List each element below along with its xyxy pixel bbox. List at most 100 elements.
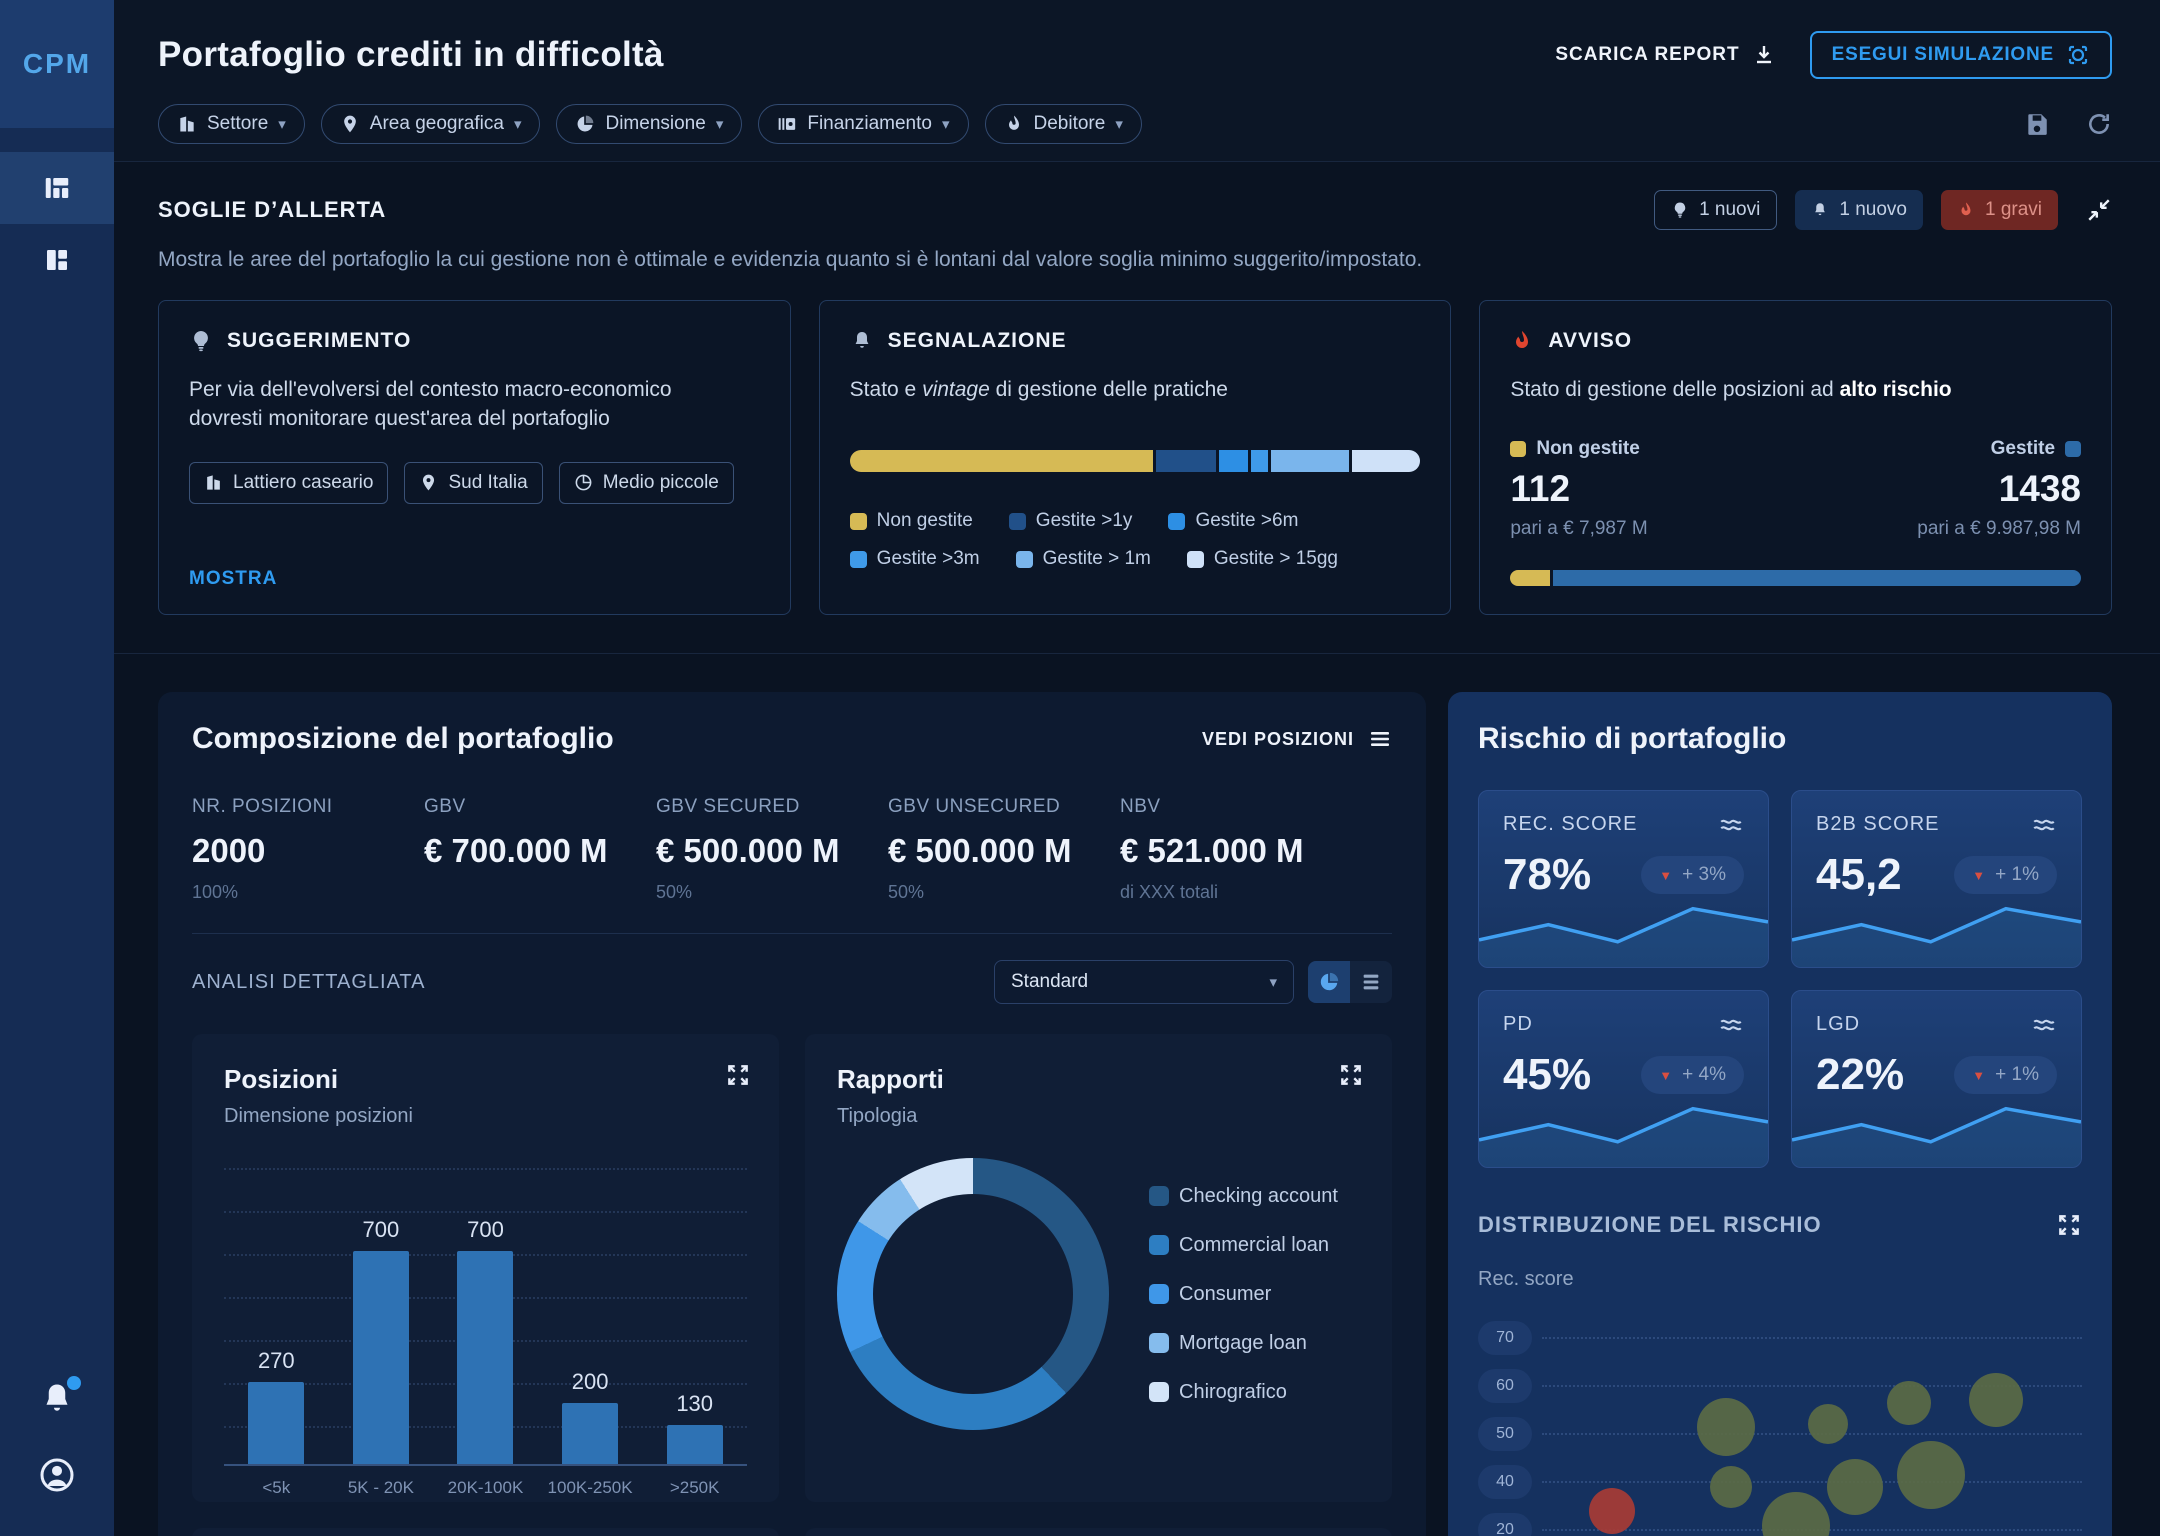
trend-waves-icon[interactable] — [2031, 814, 2057, 836]
bar-segment — [849, 450, 1154, 473]
positions-xlabels: <5k 5K - 20K 20K-100K 100K-250K >250K — [224, 1478, 747, 1498]
y-tick: 50 — [1478, 1417, 1532, 1452]
filter-chip-settore[interactable]: Settore ▾ — [158, 103, 305, 144]
risk-bubble[interactable] — [1761, 1492, 1830, 1536]
legend-label: Gestite > 1m — [1042, 548, 1151, 570]
legend-item: Commercial loan — [1149, 1234, 1338, 1257]
trend-waves-icon[interactable] — [1718, 1014, 1744, 1036]
expand-icon[interactable] — [2056, 1212, 2082, 1238]
view-positions-link[interactable]: VEDI POSIZIONI — [1202, 727, 1392, 751]
bar — [562, 1403, 619, 1465]
tag-sud-italia[interactable]: Sud Italia — [404, 461, 543, 504]
y-tick: 60 — [1478, 1369, 1532, 1404]
legend-swatch — [1015, 550, 1033, 568]
managed-count: 1438 — [1998, 468, 2082, 510]
badge-label: 1 gravi — [1984, 199, 2042, 220]
chart-view-toggle[interactable] — [1308, 961, 1350, 1004]
warning-title: AVVISO — [1548, 329, 1633, 352]
save-icon[interactable] — [2024, 111, 2050, 137]
risk-bubble[interactable] — [1896, 1441, 1965, 1510]
filter-chip-dimensione[interactable]: Dimensione ▾ — [556, 103, 743, 144]
guarantees-chart-card: Garanzie Tipologia garanzia 1000 — [192, 1528, 779, 1536]
vintage-legend: Non gestite Gestite >1y Gestite >6m Gestite… — [849, 510, 1421, 570]
expand-icon[interactable] — [1338, 1062, 1364, 1088]
bar-segment — [1219, 450, 1249, 473]
delta-badge: ▼ + 1% — [1954, 1056, 2057, 1095]
chevron-down-icon: ▾ — [1115, 115, 1123, 133]
legend-swatch — [1149, 1382, 1169, 1403]
sidebar-item-kanban[interactable] — [0, 224, 114, 296]
notifications-button[interactable] — [39, 1376, 81, 1421]
user-avatar-button[interactable] — [37, 1455, 77, 1500]
legend-swatch — [1149, 1186, 1169, 1207]
bar-column: 130 — [642, 1391, 747, 1465]
risk-bubble[interactable] — [1710, 1466, 1752, 1509]
page-title: Portafoglio crediti in difficoltà — [158, 35, 664, 74]
trend-waves-icon[interactable] — [1718, 814, 1744, 836]
score-sparkline — [1792, 1089, 2081, 1168]
list-view-toggle[interactable] — [1350, 961, 1392, 1003]
delta-down-icon: ▼ — [1972, 1067, 1986, 1083]
expand-icon[interactable] — [725, 1062, 751, 1088]
risk-bubble[interactable] — [1827, 1459, 1884, 1516]
dashboard-layout-icon — [42, 173, 72, 203]
positions-plot: 270 700 700 200 130 — [224, 1164, 747, 1467]
run-simulation-button[interactable]: ESEGUI SIMULAZIONE — [1809, 31, 2112, 79]
filter-chip-finanziamento[interactable]: Finanziamento ▾ — [758, 103, 969, 144]
show-link[interactable]: MOSTRA — [189, 568, 278, 590]
select-value: Standard — [1011, 971, 1089, 993]
bar-value-label: 130 — [676, 1390, 714, 1416]
risk-bubble[interactable] — [1696, 1398, 1755, 1457]
filter-chip-debitore[interactable]: Debitore ▾ — [984, 103, 1142, 144]
filter-chip-area-geografica[interactable]: Area geografica ▾ — [320, 103, 541, 144]
risk-bubble[interactable] — [1808, 1404, 1849, 1445]
legend-swatch — [849, 512, 867, 530]
map-pin-icon — [419, 473, 438, 492]
signal-card: SEGNALAZIONE Stato e vintage di gestione… — [818, 300, 1452, 616]
refresh-icon[interactable] — [2086, 111, 2112, 137]
trend-waves-icon[interactable] — [2031, 1014, 2057, 1036]
delta-badge: ▼ + 3% — [1641, 856, 1744, 895]
sidebar-item-dashboard[interactable] — [0, 152, 114, 224]
risk-bubble[interactable] — [1968, 1373, 2023, 1428]
simulation-target-icon — [2066, 43, 2090, 67]
filter-chip-label: Debitore — [1033, 112, 1106, 134]
composition-stats: NR. POSIZIONI 2000 100% GBV € 700.000 M … — [192, 796, 1392, 903]
content-scroll[interactable]: SOGLIE D’ALLERTA 1 nuovi 1 n — [114, 162, 2160, 1536]
legend-label: Chirografico — [1179, 1380, 1287, 1403]
bar-segment — [1351, 450, 1421, 473]
tag-lattiero-caseario[interactable]: Lattiero caseario — [189, 461, 389, 504]
bar-column: 700 — [329, 1217, 434, 1465]
stat-gbv: GBV € 700.000 M — [424, 796, 608, 870]
analysis-label: ANALISI DETTAGLIATA — [192, 970, 426, 993]
legend-item: Non gestite — [849, 510, 973, 532]
download-report-button[interactable]: SCARICA REPORT — [1555, 43, 1775, 67]
bar-category-label: 20K-100K — [447, 1478, 524, 1498]
badge-signals[interactable]: 1 nuovo — [1795, 190, 1923, 230]
gridline — [1542, 1481, 2082, 1484]
risk-bubble[interactable] — [1589, 1488, 1636, 1535]
bar-segment — [1510, 570, 1551, 587]
score-card-b2b-score: B2B SCORE 45,2 ▼ + 1% — [1791, 790, 2082, 969]
app-logo[interactable]: CPM — [0, 0, 114, 128]
badge-suggestions[interactable]: 1 nuovi — [1654, 190, 1778, 230]
tag-medio-piccole[interactable]: Medio piccole — [558, 461, 734, 504]
risk-bubble[interactable] — [1887, 1381, 1932, 1426]
download-report-label: SCARICA REPORT — [1555, 44, 1740, 65]
bubble-grid-row: 40 — [1478, 1465, 2082, 1500]
positions-title: Posizioni — [224, 1064, 339, 1095]
badge-severe[interactable]: 1 gravi — [1940, 190, 2058, 230]
run-simulation-label: ESEGUI SIMULAZIONE — [1831, 44, 2054, 65]
reports-chart-card: Rapporti Tipologia Checking account Comme… — [805, 1034, 1392, 1503]
positions-bars: 270 700 700 200 130 — [224, 1164, 747, 1465]
legend-label: Gestite > 15gg — [1213, 548, 1339, 570]
top-actions: SCARICA REPORT ESEGUI SIMULAZIONE — [1555, 31, 2112, 79]
score-card-rec-score: REC. SCORE 78% ▼ + 3% — [1478, 790, 1769, 969]
legend-swatch — [1149, 1284, 1169, 1305]
chevron-down-icon: ▾ — [1269, 974, 1277, 992]
bell-icon — [1811, 201, 1829, 219]
gridline — [1542, 1337, 2082, 1340]
analysis-mode-select[interactable]: Standard ▾ — [994, 960, 1294, 1005]
realestate-chart-card: Immobiliare Tipologia di immobile Commer… — [805, 1528, 1392, 1536]
collapse-icon[interactable] — [2086, 197, 2112, 223]
